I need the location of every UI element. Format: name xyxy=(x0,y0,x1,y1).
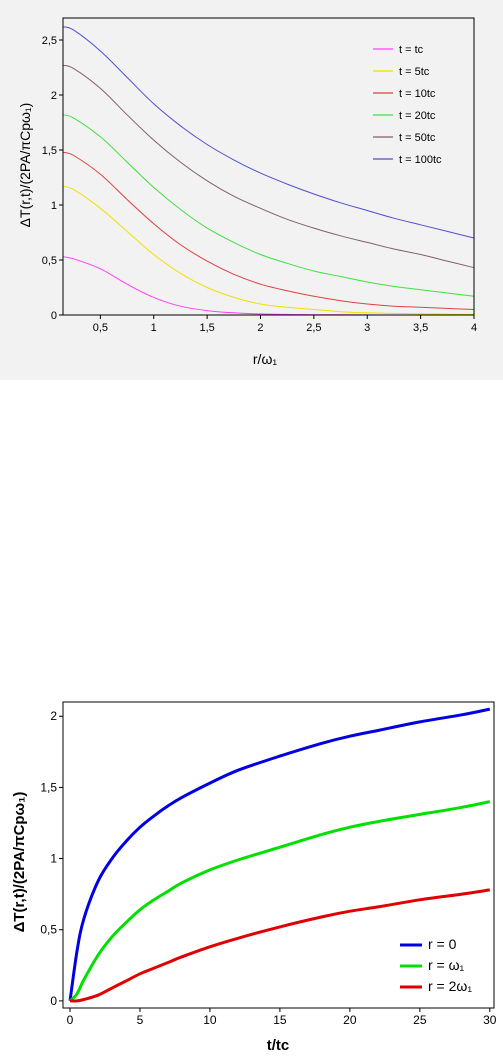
chart-1-y-axis-label: ΔT(r,t)/(2PA/πCpω₁) xyxy=(17,103,33,228)
chart-2-x-axis-label: t/tc xyxy=(267,1037,290,1054)
c1-series-line-5 xyxy=(62,26,475,239)
c1-plot-frame xyxy=(62,17,475,316)
c1-x-tick-label: 2 xyxy=(257,322,263,334)
chart-2-canvas: 0 5 10 15 20 25 30 0 0,5 1 1,5 2 r = 0 r = ω₁ r = 2ω₁… xyxy=(11,701,497,1054)
c1-x-tick-label: 1 xyxy=(151,322,157,334)
c2-y-tick-label: 0,5 xyxy=(40,923,57,937)
c1-x-tick-label: 2,5 xyxy=(306,322,321,334)
c2-y-tick-label: 0 xyxy=(50,994,57,1008)
chart-1-x-axis-label: r/ω₁ xyxy=(253,351,277,367)
chart-1-series-lines xyxy=(62,26,475,316)
c1-series-line-1 xyxy=(62,185,475,315)
c1-x-tick-label: 1,5 xyxy=(199,322,214,334)
c1-x-tick-label: 0,5 xyxy=(93,322,108,334)
c2-x-tick-label: 25 xyxy=(413,1013,427,1027)
chart-1-legend: t = tc t = 5tc t = 10tc t = 20tc t = 50tc t =… xyxy=(373,44,442,166)
c2-series-line-2 xyxy=(69,888,491,1003)
c2-y-tick-label: 1,5 xyxy=(40,780,57,794)
c1-series-line-0 xyxy=(62,256,474,316)
c2-x-tick-label: 5 xyxy=(137,1013,144,1027)
c2-legend-label-2: r = 2ω₁ xyxy=(428,978,472,994)
c2-series-line-1 xyxy=(68,800,491,1003)
c2-x-tick-label: 20 xyxy=(343,1013,357,1027)
c1-x-tick-label: 4 xyxy=(471,322,477,334)
c1-y-tick-label: 1,5 xyxy=(42,145,57,157)
c1-y-tick-label: 0,5 xyxy=(42,255,57,267)
c1-y-tick-label: 1 xyxy=(51,200,57,212)
c1-legend-label-1: t = 5tc xyxy=(399,66,430,78)
c1-x-tick-label: 3 xyxy=(364,322,370,334)
chart-2-legend: r = 0 r = ω₁ r = 2ω₁ xyxy=(400,936,472,994)
c1-y-tick-label: 0 xyxy=(51,310,57,322)
chart-2-y-axis-label: ΔT(r,t)/(2PA/πCpω₁) xyxy=(11,792,28,933)
c2-x-tick-label: 10 xyxy=(203,1013,217,1027)
c2-x-tick-label: 15 xyxy=(273,1013,287,1027)
c1-legend-label-3: t = 20tc xyxy=(399,110,436,122)
temperature-vs-radius-chart: 0,5 1 1,5 2 2,5 3 3,5 4 0 0,5 1 1,5 2 2,5 t = tc t = 5… xyxy=(0,0,503,380)
c2-series-line-0 xyxy=(68,707,491,1002)
chart-2-axes: 0 5 10 15 20 25 30 0 0,5 1 1,5 2 xyxy=(40,701,497,1027)
c2-x-tick-label: 30 xyxy=(483,1013,497,1027)
c2-legend-label-1: r = ω₁ xyxy=(428,957,465,973)
chart-1-canvas: 0,5 1 1,5 2 2,5 3 3,5 4 0 0,5 1 1,5 2 2,5 t = tc t = 5… xyxy=(17,17,477,367)
chart-1-axes: 0,5 1 1,5 2 2,5 3 3,5 4 0 0,5 1 1,5 2 2,5 xyxy=(42,17,477,334)
c1-legend-label-2: t = 10tc xyxy=(399,88,436,100)
c1-series-line-2 xyxy=(62,151,475,310)
c2-y-tick-label: 1 xyxy=(50,852,57,866)
c1-legend-label-0: t = tc xyxy=(399,44,424,56)
c2-y-tick-label: 2 xyxy=(50,709,57,723)
c1-series-line-3 xyxy=(62,114,475,297)
c1-x-tick-label: 3,5 xyxy=(413,322,428,334)
c1-legend-label-5: t = 100tc xyxy=(399,154,442,166)
c1-series-line-4 xyxy=(62,64,475,269)
c1-legend-label-4: t = 50tc xyxy=(399,132,436,144)
c2-x-tick-label: 0 xyxy=(67,1013,74,1027)
c1-y-tick-label: 2,5 xyxy=(42,35,57,47)
chart-2-series-lines xyxy=(68,707,491,1003)
c1-y-tick-label: 2 xyxy=(51,90,57,102)
c2-legend-label-0: r = 0 xyxy=(428,936,457,952)
c2-plot-frame xyxy=(62,701,495,1009)
temperature-vs-time-chart: 0 5 10 15 20 25 30 0 0,5 1 1,5 2 r = 0 r = ω₁ r = 2ω₁… xyxy=(0,690,503,1061)
